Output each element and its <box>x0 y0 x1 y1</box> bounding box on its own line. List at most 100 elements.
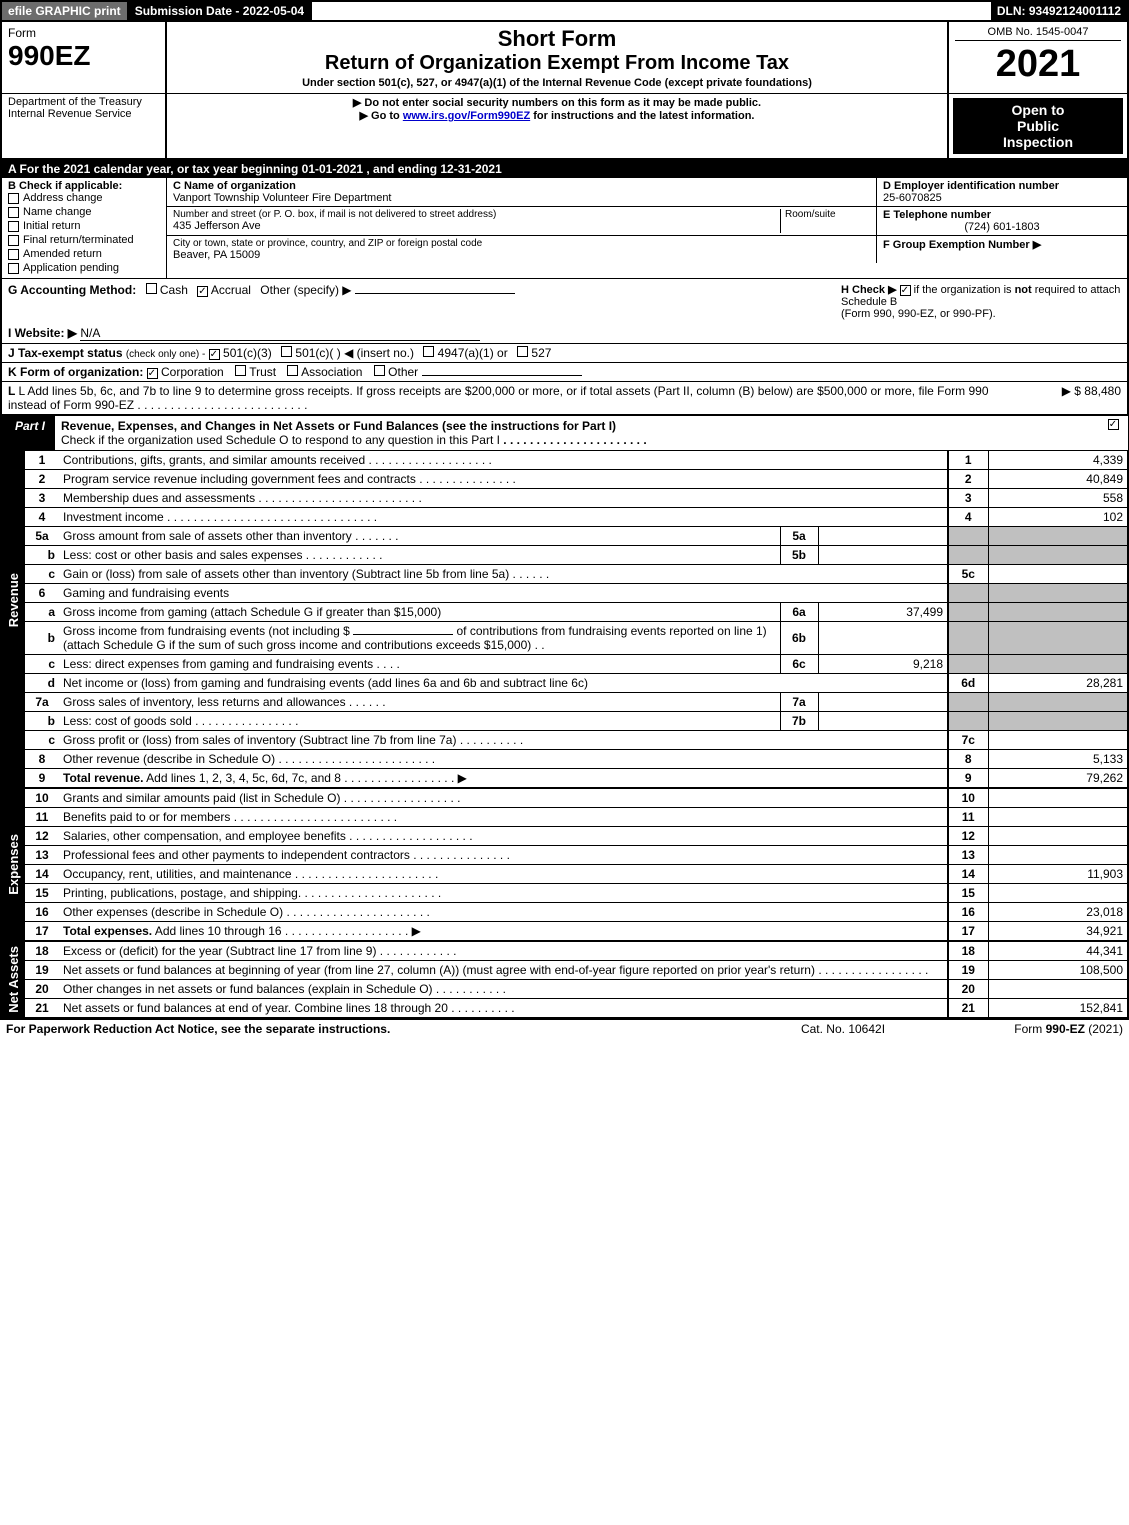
line-3-ref: 3 <box>948 489 988 508</box>
tax-year: 2021 <box>955 43 1121 86</box>
line-12-ref: 12 <box>948 827 988 846</box>
line-j-note: (check only one) - <box>126 349 205 360</box>
footer-form-pre: Form <box>1014 1022 1045 1036</box>
line-5a-mini: 5a <box>780 527 818 546</box>
line-6a-minival: 37,499 <box>818 603 948 622</box>
line-5c-num: c <box>25 565 59 584</box>
line-g-label: G Accounting Method: <box>8 283 136 297</box>
label-other-org: Other <box>388 365 418 379</box>
form-number: 990EZ <box>8 40 159 72</box>
line-6d-amount: 28,281 <box>988 674 1128 693</box>
checkbox-name-change[interactable] <box>8 207 19 218</box>
line-18-desc: Excess or (deficit) for the year (Subtra… <box>63 944 376 958</box>
line-7a-minival <box>818 693 948 712</box>
checkbox-schedule-o[interactable] <box>1108 419 1119 430</box>
label-association: Association <box>301 365 362 379</box>
line-7a-desc: Gross sales of inventory, less returns a… <box>63 695 346 709</box>
warn2-pre: ▶ Go to <box>360 110 403 122</box>
form-header-2: Department of the Treasury Internal Reve… <box>0 93 1129 160</box>
line-14-desc: Occupancy, rent, utilities, and maintena… <box>63 867 292 881</box>
checkbox-accrual[interactable] <box>197 286 208 297</box>
return-title: Return of Organization Exempt From Incom… <box>173 52 941 75</box>
checkbox-application-pending[interactable] <box>8 263 19 274</box>
line-7b-minival <box>818 712 948 731</box>
line-2-desc: Program service revenue including govern… <box>63 472 416 486</box>
line-10-ref: 10 <box>948 788 988 808</box>
checkbox-other-org[interactable] <box>374 365 385 376</box>
line-7a-num: 7a <box>25 693 59 712</box>
irs-link[interactable]: www.irs.gov/Form990EZ <box>403 110 530 122</box>
line-21-ref: 21 <box>948 999 988 1018</box>
line-8-ref: 8 <box>948 750 988 769</box>
line-3-desc: Membership dues and assessments <box>63 491 255 505</box>
line-6b-num: b <box>25 622 59 655</box>
instructions-link-line: ▶ Go to www.irs.gov/Form990EZ for instru… <box>173 109 941 122</box>
open3: Inspection <box>957 134 1119 150</box>
line-4-amount: 102 <box>988 508 1128 527</box>
line-12-amount <box>988 827 1128 846</box>
checkbox-amended-return[interactable] <box>8 249 19 260</box>
irs-label: Internal Revenue Service <box>8 108 159 120</box>
line-h-label: H Check ▶ <box>841 284 897 296</box>
net-assets-side-label: Net Assets <box>6 946 21 1013</box>
website-value: N/A <box>80 326 480 341</box>
open-to-public: Open to Public Inspection <box>953 98 1123 154</box>
cat-number: Cat. No. 10642I <box>743 1022 943 1036</box>
line-6c-num: c <box>25 655 59 674</box>
checkbox-501c3[interactable] <box>209 349 220 360</box>
line-21-num: 21 <box>25 999 59 1018</box>
checkbox-trust[interactable] <box>235 365 246 376</box>
checkbox-corporation[interactable] <box>147 368 158 379</box>
submission-date: Submission Date - 2022-05-04 <box>129 2 312 20</box>
warn2-post: for instructions and the latest informat… <box>530 110 754 122</box>
line-9-num: 9 <box>25 769 59 789</box>
line-7b-desc: Less: cost of goods sold <box>63 714 192 728</box>
line-9-amount: 79,262 <box>988 769 1128 789</box>
label-name-change: Name change <box>23 206 92 218</box>
line-18-num: 18 <box>25 941 59 961</box>
line-17-ref: 17 <box>948 922 988 942</box>
box-b-title: B Check if applicable: <box>8 180 160 192</box>
part-1-label: Part I <box>1 416 55 450</box>
part-1-table: Revenue 1 Contributions, gifts, grants, … <box>0 451 1129 1018</box>
dept-treasury: Department of the Treasury <box>8 96 159 108</box>
line-19-ref: 19 <box>948 961 988 980</box>
line-6c-desc: Less: direct expenses from gaming and fu… <box>63 657 373 671</box>
line-1-amount: 4,339 <box>988 451 1128 470</box>
line-6d-ref: 6d <box>948 674 988 693</box>
label-amended-return: Amended return <box>23 248 102 260</box>
line-18-ref: 18 <box>948 941 988 961</box>
line-18-amount: 44,341 <box>988 941 1128 961</box>
line-6a-mini: 6a <box>780 603 818 622</box>
part-1-subtitle: Check if the organization used Schedule … <box>61 433 500 447</box>
org-address: 435 Jefferson Ave <box>173 220 780 232</box>
line-6-desc: Gaming and fundraising events <box>59 584 948 603</box>
line-5a-desc: Gross amount from sale of assets other t… <box>63 529 352 543</box>
part-1-header: Part I Revenue, Expenses, and Changes in… <box>0 415 1129 451</box>
form-label: Form <box>8 26 159 40</box>
label-other-method: Other (specify) ▶ <box>260 283 351 297</box>
checkbox-527[interactable] <box>517 346 528 357</box>
dln-label: DLN: 93492124001112 <box>991 2 1127 20</box>
checkbox-final-return[interactable] <box>8 235 19 246</box>
checkbox-association[interactable] <box>287 365 298 376</box>
line-7b-num: b <box>25 712 59 731</box>
open1: Open to <box>957 102 1119 118</box>
line-16-ref: 16 <box>948 903 988 922</box>
line-19-num: 19 <box>25 961 59 980</box>
tax-exempt-label: J Tax-exempt status <box>8 346 123 360</box>
efile-label[interactable]: efile GRAPHIC print <box>2 2 129 20</box>
line-7c-desc: Gross profit or (loss) from sales of inv… <box>63 733 456 747</box>
checkbox-schedule-b[interactable] <box>900 285 911 296</box>
line-7c-amount <box>988 731 1128 750</box>
org-city: Beaver, PA 15009 <box>173 249 870 261</box>
checkbox-cash[interactable] <box>146 283 157 294</box>
checkbox-501c[interactable] <box>281 346 292 357</box>
line-16-desc: Other expenses (describe in Schedule O) <box>63 905 283 919</box>
checkbox-4947[interactable] <box>423 346 434 357</box>
checkbox-initial-return[interactable] <box>8 221 19 232</box>
checkbox-address-change[interactable] <box>8 193 19 204</box>
addr-label: Number and street (or P. O. box, if mail… <box>173 209 780 220</box>
line-i: I Website: ▶ N/A <box>0 324 1129 344</box>
line-5c-ref: 5c <box>948 565 988 584</box>
